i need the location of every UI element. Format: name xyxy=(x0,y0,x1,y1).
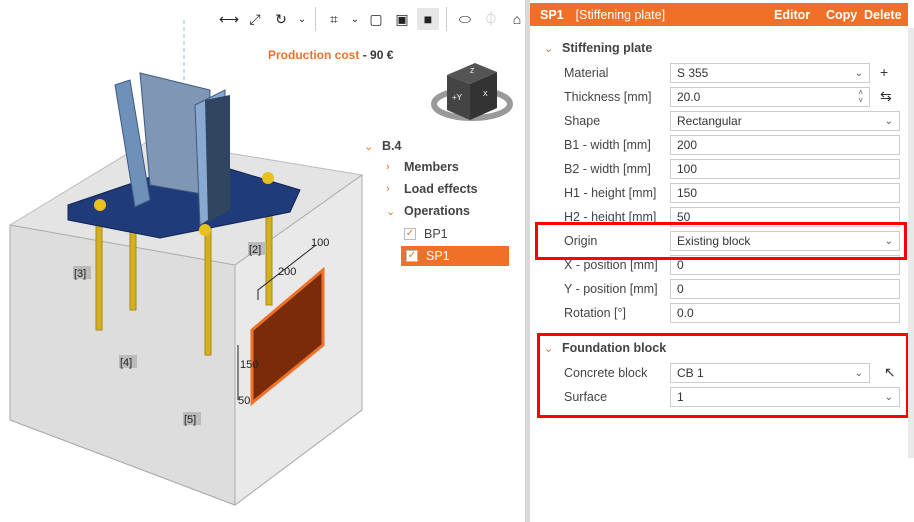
dim-b1: 200 xyxy=(278,266,296,278)
checkbox[interactable]: ✓ xyxy=(404,228,416,240)
input-field[interactable]: 0 xyxy=(670,255,900,275)
property-label: Y - position [mm] xyxy=(564,282,658,296)
cube-right-label: X xyxy=(483,91,488,98)
transparent-icon[interactable]: ▣ xyxy=(395,10,409,27)
tree-item-bp1[interactable]: ✓ BP1 xyxy=(404,227,448,241)
navigation-cube[interactable]: +Y Z X xyxy=(431,63,513,121)
property-row: B1 - width [mm] 200 xyxy=(564,134,904,156)
property-row: Concrete block CB 1 ⌄ xyxy=(564,362,904,384)
tree-item-load-effects[interactable]: › Load effects xyxy=(386,182,478,196)
editor-button[interactable]: Editor xyxy=(774,7,811,22)
properties-panel: SP1 [Stiffening plate] Editor Copy Delete… xyxy=(530,0,914,522)
property-label: Thickness [mm] xyxy=(564,90,652,104)
select-field[interactable]: Existing block ⌄ xyxy=(670,231,900,251)
tree-item-operations[interactable]: ⌄ Operations xyxy=(386,204,470,218)
property-row: Shape Rectangular ⌄ xyxy=(564,110,904,132)
chevron-down-icon[interactable]: ⌄ xyxy=(297,13,307,25)
stiffening-plate xyxy=(250,266,325,407)
input-field[interactable]: 0.0 xyxy=(670,303,900,323)
production-cost: Production cost - 90 € xyxy=(268,48,394,62)
dim-h1: 150 xyxy=(240,359,258,371)
property-label: Rotation [°] xyxy=(564,306,626,320)
spinner-icon[interactable]: ˄ ˅ xyxy=(858,88,863,105)
chevron-down-icon: ⌄ xyxy=(854,67,863,79)
wireframe-icon[interactable]: ▢ xyxy=(369,10,383,27)
property-row: X - position [mm] 0 xyxy=(564,254,904,276)
property-row: Material S 355 ⌄ + xyxy=(564,62,904,84)
property-label: Concrete block xyxy=(564,366,648,380)
checkbox[interactable]: ✓ xyxy=(406,250,418,262)
panel-splitter[interactable] xyxy=(525,0,530,522)
cube-front-label: +Y xyxy=(452,93,463,102)
select-field[interactable]: 1 ⌄ xyxy=(670,387,900,407)
copy-button[interactable]: Copy xyxy=(826,7,858,22)
dim-b2: 100 xyxy=(311,237,329,249)
section-foundation-block[interactable]: ⌄ Foundation block xyxy=(544,341,667,355)
dim-h2: 50 xyxy=(238,395,250,407)
property-label: Surface xyxy=(564,390,608,404)
chevron-down-icon: ⌄ xyxy=(884,115,893,127)
tree-item-sp1[interactable]: ✓ SP1 xyxy=(401,246,509,266)
cursor-icon: ↖ xyxy=(884,364,896,380)
property-row: Thickness [mm] 20.0 ˄ ˅ ⇆ xyxy=(564,86,904,108)
input-field[interactable]: 200 xyxy=(670,135,900,155)
property-row: Rotation [°] 0.0 xyxy=(564,302,904,324)
label-5: [5] xyxy=(184,414,196,426)
add-material-icon[interactable]: + xyxy=(880,64,889,80)
property-label: Origin xyxy=(564,234,598,248)
mirror-icon[interactable]: ⏀ xyxy=(484,11,498,27)
crop-icon[interactable]: ⌗ xyxy=(330,10,338,27)
label-2: [2] xyxy=(249,244,261,256)
chevron-down-icon[interactable]: ⌄ xyxy=(350,13,360,25)
solid-icon[interactable]: ■ xyxy=(417,8,439,30)
cube-top-label: Z xyxy=(470,68,475,75)
3d-scene[interactable]: 100 200 150 50 [2] [3] [4] [5] +Y Z X xyxy=(0,0,525,522)
property-label: H2 - height [mm] xyxy=(564,210,657,224)
measure-ruler-icon[interactable]: ⟷ xyxy=(218,10,240,27)
property-row: B2 - width [mm] 100 xyxy=(564,158,904,180)
rotate-icon[interactable]: ↻ xyxy=(275,10,287,27)
swap-icon[interactable]: ⇆ xyxy=(880,88,892,104)
property-label: B2 - width [mm] xyxy=(564,162,651,176)
view-toolbar: ⟷ ⤢ ↻ ⌄ ⌗ ⌄ ▢ ▣ ■ ⬭ ⏀ ⌂ xyxy=(218,5,528,33)
3d-viewport[interactable]: 100 200 150 50 [2] [3] [4] [5] +Y Z X ⟷ … xyxy=(0,0,525,522)
property-row: Y - position [mm] 0 xyxy=(564,278,904,300)
section-icon[interactable]: ⬭ xyxy=(459,10,471,27)
property-label: H1 - height [mm] xyxy=(564,186,657,200)
delete-button[interactable]: Delete xyxy=(864,7,902,22)
property-label: B1 - width [mm] xyxy=(564,138,651,152)
chevron-down-icon: ⌄ xyxy=(884,391,893,403)
property-row: H1 - height [mm] 150 xyxy=(564,182,904,204)
select-field[interactable]: S 355 ⌄ xyxy=(670,63,870,83)
scrollbar[interactable] xyxy=(908,28,914,458)
property-label: Shape xyxy=(564,114,601,128)
highlight-origin xyxy=(535,222,907,260)
property-label: Material xyxy=(564,66,609,80)
zoom-fit-icon[interactable]: ⤢ xyxy=(249,10,261,27)
highlight-foundation-block xyxy=(537,333,909,418)
panel-header: SP1 [Stiffening plate] Editor Copy Delete xyxy=(530,3,908,26)
label-4: [4] xyxy=(120,357,132,369)
input-field[interactable]: 150 xyxy=(670,183,900,203)
property-label: X - position [mm] xyxy=(564,258,658,272)
input-field[interactable]: 20.0 ˄ ˅ xyxy=(670,87,870,107)
input-field[interactable]: 0 xyxy=(670,279,900,299)
input-field[interactable]: 100 xyxy=(670,159,900,179)
property-row: Origin Existing block ⌄ xyxy=(564,230,904,252)
home-icon[interactable]: ⌂ xyxy=(512,11,522,27)
tree-item-members[interactable]: › Members xyxy=(386,160,459,174)
section-stiffening-plate[interactable]: ⌄ Stiffening plate xyxy=(544,41,653,55)
chevron-down-icon: ⌄ xyxy=(884,235,893,247)
select-field[interactable]: Rectangular ⌄ xyxy=(670,111,900,131)
label-3: [3] xyxy=(74,268,86,280)
tree-root[interactable]: ⌄ B.4 xyxy=(364,139,402,153)
chevron-down-icon: ⌄ xyxy=(854,367,863,379)
select-field[interactable]: CB 1 ⌄ xyxy=(670,363,870,383)
property-row: Surface 1 ⌄ xyxy=(564,386,904,408)
